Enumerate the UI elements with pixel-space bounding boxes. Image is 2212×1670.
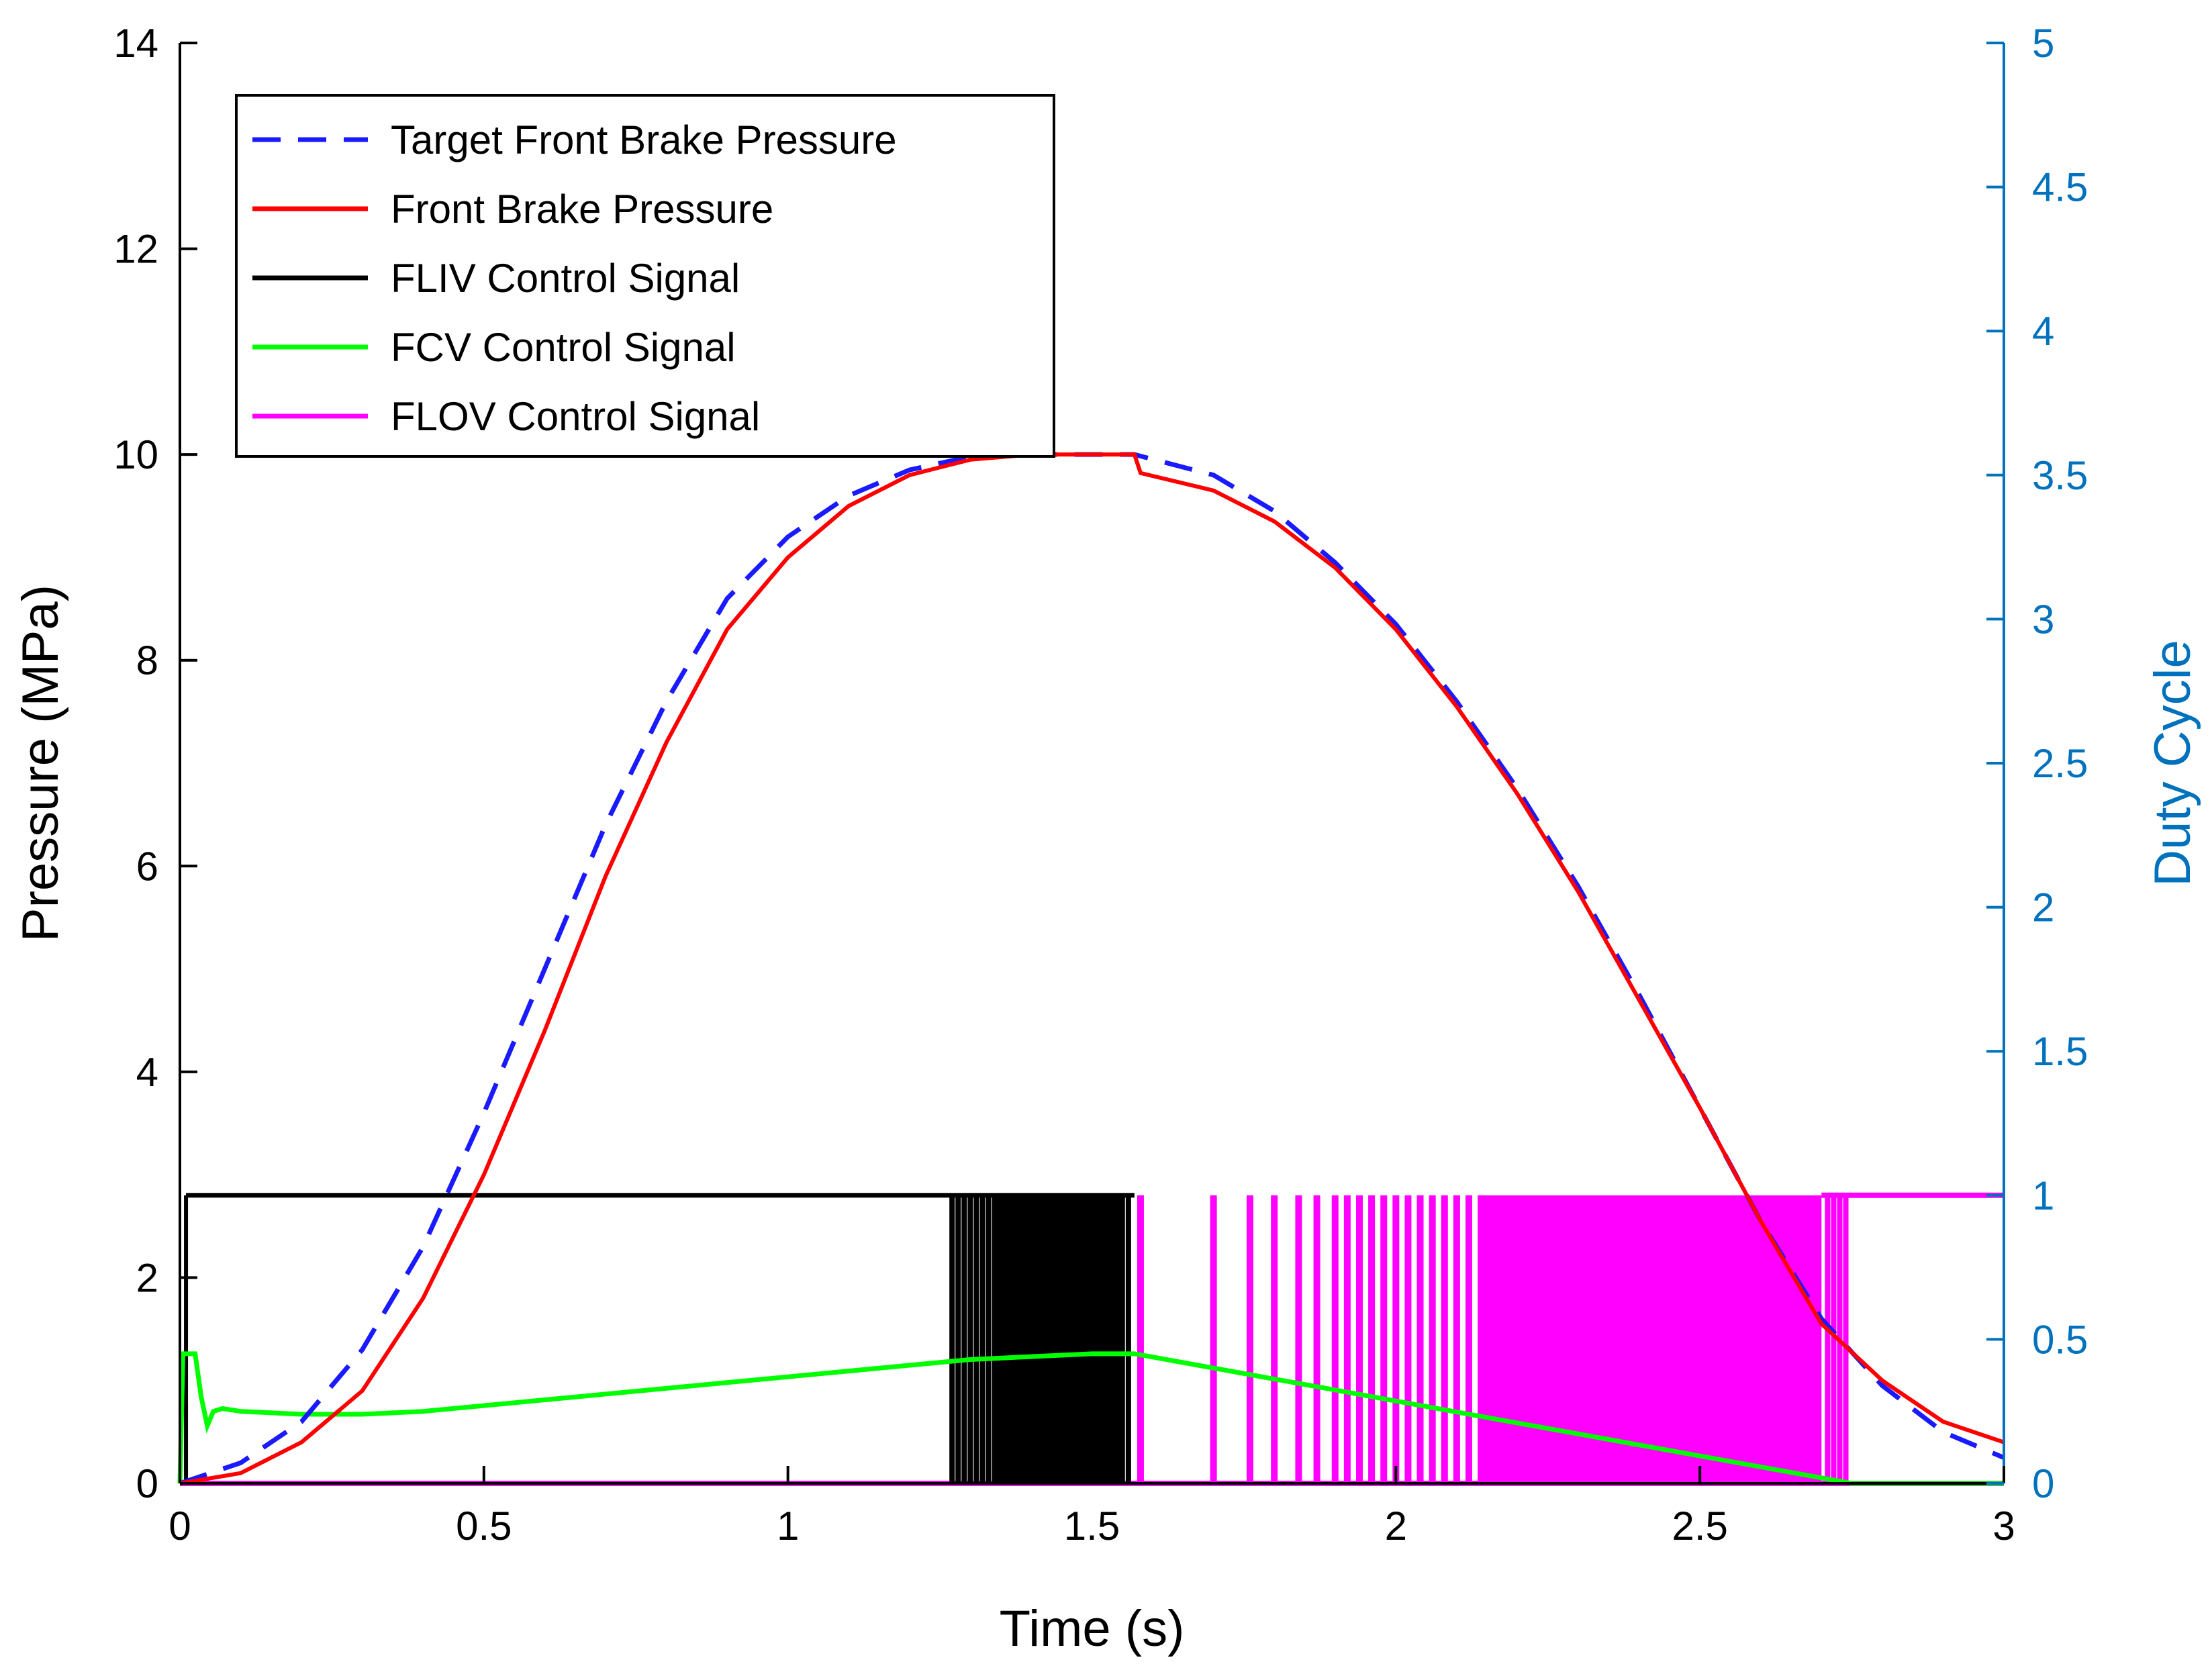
x-tick-label-0: 0 [169,1504,191,1549]
series-fcv-control-signal [177,1351,2004,1486]
y2-tick-label-4: 2 [2032,885,2054,930]
y2-tick-label-0: 0 [2032,1461,2054,1506]
y2-tick-label-3: 1.5 [2032,1029,2088,1074]
plot-area [177,452,2005,1486]
y2-tick-label-1: 0.5 [2032,1317,2088,1362]
flov-dense-block [1481,1195,1822,1483]
legend-label-front-brake-pressure: Front Brake Pressure [391,187,773,232]
legend-label-flov-control-signal: FLOV Control Signal [391,394,760,439]
x-tick-label-6: 3 [1992,1504,2015,1549]
y2-tick-label-6: 3 [2032,597,2054,642]
y2-tick-label-10: 5 [2032,21,2054,66]
series-fliv-control-signal [184,1193,1135,1483]
y2-tick-label-8: 4 [2032,309,2054,354]
y-tick-label-0: 0 [136,1461,158,1506]
x-tick-label-1: 0.5 [456,1504,512,1549]
y-tick-label-6: 12 [113,227,158,272]
y-tick-label-7: 14 [113,21,158,66]
x-tick-label-2: 1 [777,1504,799,1549]
series-front-brake-pressure [179,452,2005,1485]
y2-tick-label-7: 3.5 [2032,453,2088,498]
y-tick-label-3: 6 [136,844,158,889]
legend-label-target-front-brake-pressure: Target Front Brake Pressure [391,117,897,162]
legend: Target Front Brake Pressure Front Brake … [235,94,1055,458]
y2-tick-label-5: 2.5 [2032,741,2088,786]
series-flov-control-signal [180,1192,2004,1486]
x-tick-label-5: 2.5 [1672,1504,1727,1549]
legend-label-fcv-control-signal: FCV Control Signal [391,325,736,370]
y-tick-label-2: 4 [136,1050,158,1095]
y-axis-title: Pressure (MPa) [12,585,69,942]
y-tick-label-1: 2 [136,1255,158,1300]
fliv-dense-block [994,1195,1122,1483]
y2-axis-title: Duty Cycle [2144,640,2201,886]
y-tick-label-4: 8 [136,638,158,683]
y2-tick-label-2: 1 [2032,1173,2054,1218]
x-axis-title: Time (s) [1000,1600,1185,1657]
axes: 0 0.5 1 1.5 2 2.5 30246810121400.511.522.533.5… [113,21,2088,1549]
y2-tick-label-9: 4.5 [2032,165,2088,210]
legend-box [235,94,1055,458]
x-tick-label-4: 2 [1385,1504,1407,1549]
y-tick-label-5: 10 [113,432,158,477]
legend-label-fliv-control-signal: FLIV Control Signal [391,256,740,301]
x-tick-label-3: 1.5 [1064,1504,1120,1549]
